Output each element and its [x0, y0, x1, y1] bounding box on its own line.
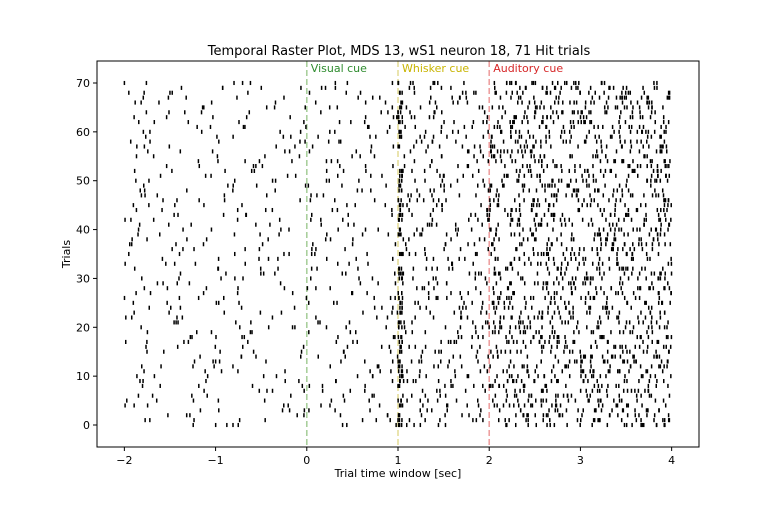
y-tick-label: 20 [76, 321, 90, 334]
x-tick-label: −1 [207, 454, 223, 467]
event-labels: Visual cue Whisker cue Auditory cue [311, 62, 564, 75]
event-lines [305, 61, 491, 447]
x-tick-label: 3 [577, 454, 584, 467]
y-tick-label: 30 [76, 272, 90, 285]
y-tick-label: 10 [76, 370, 90, 383]
event-label: Auditory cue [493, 62, 563, 75]
event-label: Visual cue [311, 62, 367, 75]
x-axis-label: Trial time window [sec] [334, 467, 462, 480]
event-label: Whisker cue [402, 62, 469, 75]
y-tick-label: 40 [76, 224, 90, 237]
y-axis: 0 10 20 30 40 50 60 70 [76, 77, 97, 432]
x-tick-label: 1 [395, 454, 402, 467]
x-axis: −2 −1 0 1 2 3 4 [116, 447, 675, 467]
x-tick-label: −2 [116, 454, 132, 467]
y-tick-label: 70 [76, 77, 90, 90]
y-tick-label: 60 [76, 126, 90, 139]
chart-title: Temporal Raster Plot, MDS 13, wS1 neuron… [207, 44, 591, 59]
y-tick-label: 50 [76, 175, 90, 188]
y-tick-label: 0 [83, 419, 90, 432]
x-tick-label: 4 [668, 454, 675, 467]
x-tick-label: 0 [303, 454, 310, 467]
y-axis-label: Trials [60, 240, 73, 269]
spike-raster [123, 80, 673, 428]
x-tick-label: 2 [486, 454, 493, 467]
